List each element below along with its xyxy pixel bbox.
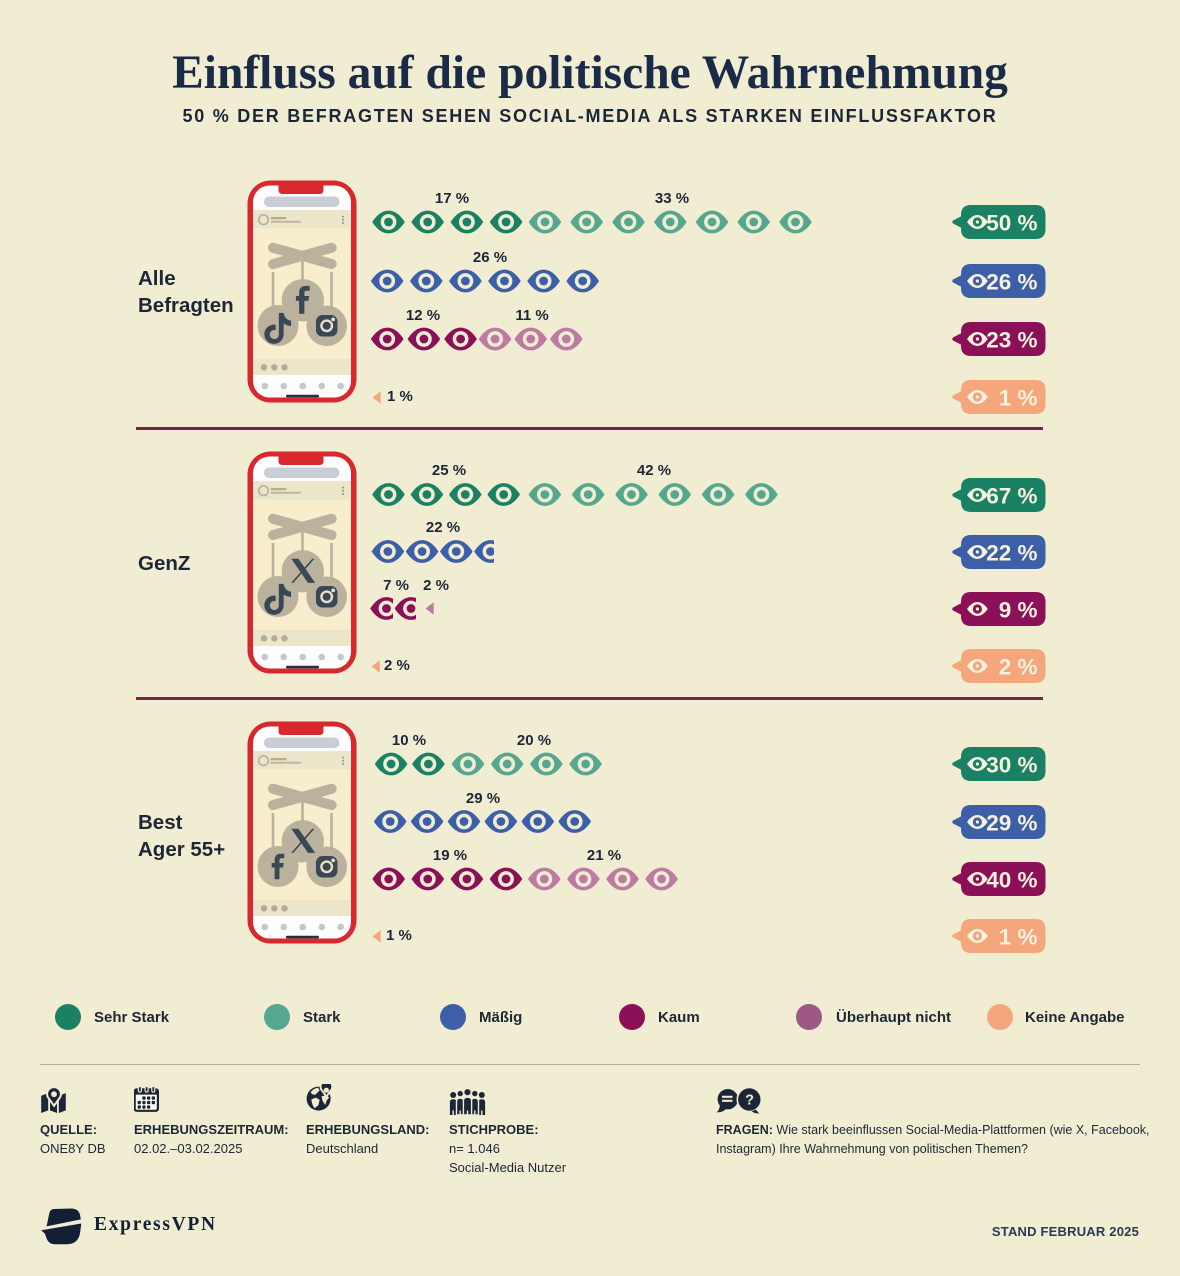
- svg-text:26 %: 26 %: [986, 269, 1037, 294]
- svg-text:23 %: 23 %: [986, 327, 1037, 352]
- svg-text:2 %: 2 %: [999, 654, 1038, 679]
- svg-text:?: ?: [745, 1093, 754, 1109]
- svg-text:40 %: 40 %: [986, 867, 1037, 892]
- svg-text:29 %: 29 %: [986, 810, 1037, 835]
- svg-text:22 %: 22 %: [986, 540, 1037, 565]
- svg-text:9 %: 9 %: [999, 597, 1038, 622]
- svg-text:30 %: 30 %: [986, 752, 1037, 777]
- svg-text:67 %: 67 %: [986, 483, 1037, 508]
- svg-text:50 %: 50 %: [986, 210, 1037, 235]
- svg-text:1 %: 1 %: [999, 385, 1038, 410]
- svg-text:1 %: 1 %: [999, 924, 1038, 949]
